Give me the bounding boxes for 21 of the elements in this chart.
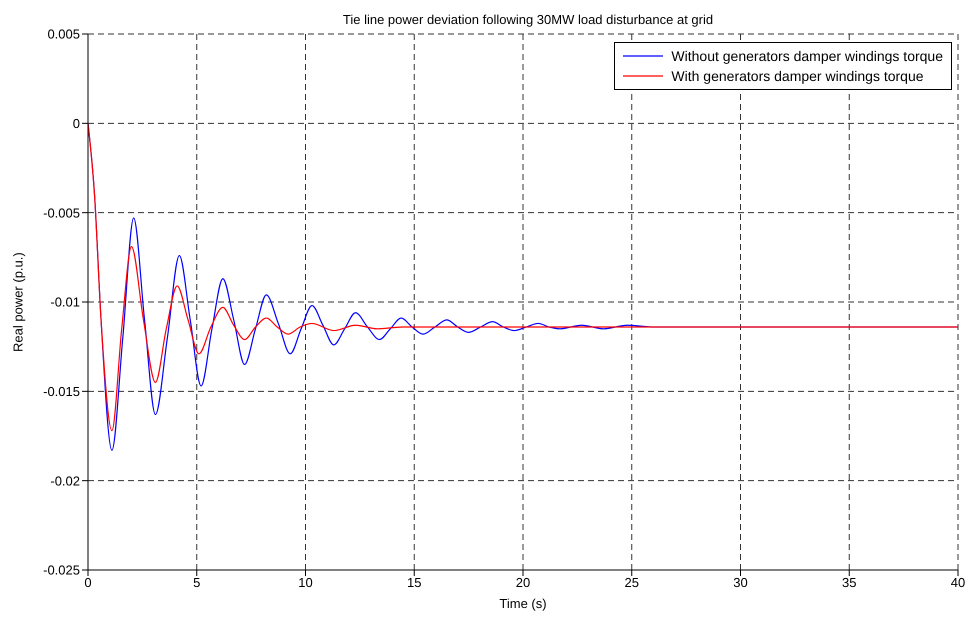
y-axis-title: Real power (p.u.) xyxy=(10,252,26,352)
chart-title: Tie line power deviation following 30MW load disturbance at grid xyxy=(342,12,714,27)
x-tick-label: 5 xyxy=(193,575,200,590)
legend-label: With generators damper windings torque xyxy=(671,67,924,86)
y-tick-label: -0.02 xyxy=(50,473,80,488)
y-tick-label: -0.015 xyxy=(43,384,80,399)
y-tick-label: -0.005 xyxy=(43,205,80,220)
y-tick-label: 0 xyxy=(72,116,80,131)
x-tick-label: 20 xyxy=(516,575,530,590)
x-tick-label: 30 xyxy=(733,575,748,590)
x-tick-label: 10 xyxy=(298,575,313,590)
x-axis-title: Time (s) xyxy=(499,596,547,611)
y-tick-label: -0.01 xyxy=(50,294,80,310)
x-tick-label: 15 xyxy=(407,575,422,590)
x-tick-label: 35 xyxy=(842,575,856,590)
x-tick-label: 0 xyxy=(84,575,92,590)
x-tick-label: 25 xyxy=(624,575,639,590)
x-tick-label: 40 xyxy=(950,575,966,590)
y-tick-label: 0.005 xyxy=(47,26,80,42)
y-tick-label: -0.025 xyxy=(43,562,80,578)
legend-label: Without generators damper windings torque xyxy=(671,47,943,66)
